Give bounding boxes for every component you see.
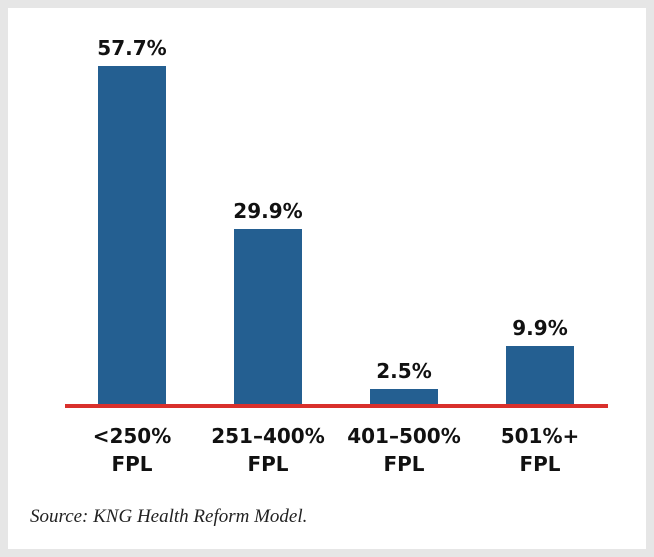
- x-tick-label: 251–400% FPL: [211, 424, 325, 476]
- value-label: 2.5%: [376, 359, 432, 384]
- x-tick-label: 401–500% FPL: [347, 424, 461, 476]
- value-label: 29.9%: [233, 198, 303, 223]
- x-tick-label: <250% FPL: [92, 424, 172, 476]
- x-tick-label: 501%+ FPL: [500, 424, 580, 476]
- bar: [506, 346, 574, 404]
- baseline: [65, 404, 608, 408]
- value-label: 9.9%: [512, 316, 568, 340]
- value-label: 57.7%: [97, 36, 167, 60]
- bar: [98, 66, 166, 404]
- source-note: Source: KNG Health Reform Model.: [30, 506, 308, 527]
- bar: [234, 228, 302, 404]
- bar: [370, 389, 438, 404]
- chart: Source: KNG Health Reform Model. 57.7% <2…: [8, 8, 646, 549]
